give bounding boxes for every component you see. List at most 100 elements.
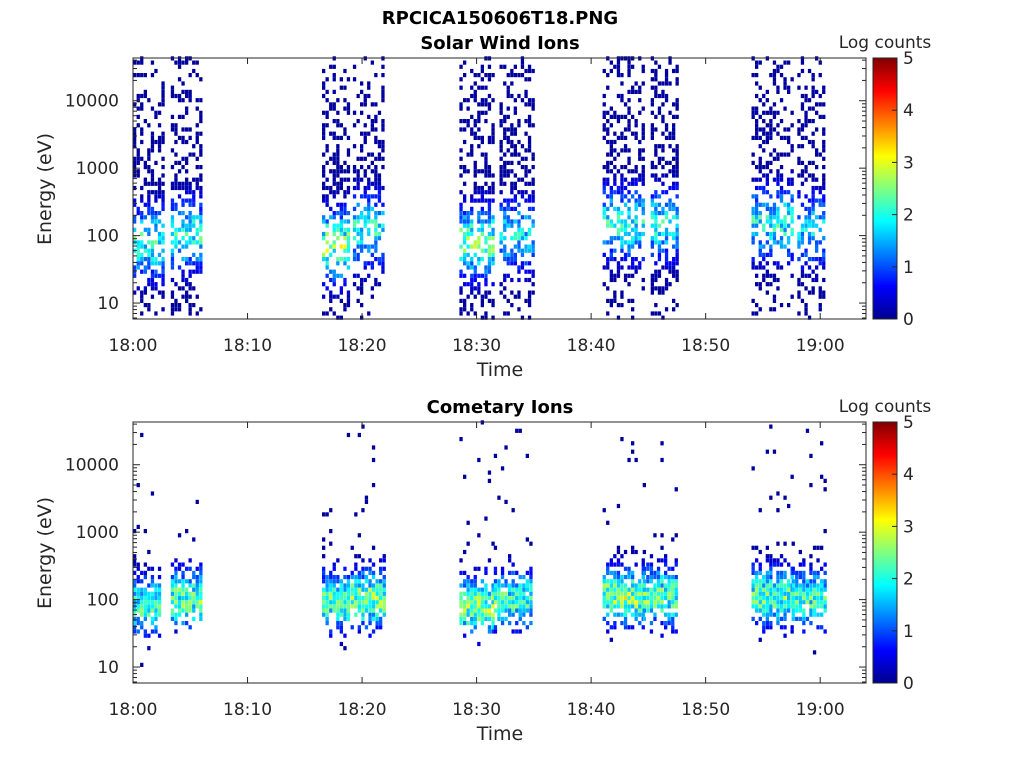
- heatmap-cell: [661, 148, 665, 153]
- heatmap-cell: [336, 181, 340, 186]
- heatmap-cell: [620, 198, 624, 203]
- heatmap-cell: [371, 604, 376, 609]
- heatmap-cell: [769, 612, 773, 617]
- panel-title: Solar Wind Ions: [420, 33, 579, 54]
- heatmap-cell: [150, 629, 155, 634]
- heatmap-cell: [762, 102, 766, 107]
- heatmap-cell: [654, 227, 658, 232]
- heatmap-cell: [136, 93, 140, 99]
- heatmap-cell: [177, 185, 182, 191]
- heatmap-cell: [491, 625, 495, 630]
- heatmap-cell: [816, 575, 820, 580]
- heatmap-cell: [650, 240, 654, 245]
- heatmap-cell: [339, 591, 343, 596]
- heatmap-cell: [772, 227, 777, 232]
- heatmap-cell: [811, 286, 815, 291]
- heatmap-cell: [623, 595, 628, 601]
- heatmap-cell: [758, 591, 762, 596]
- heatmap-cell: [332, 156, 336, 161]
- heatmap-cell: [811, 139, 815, 145]
- heatmap-cell: [497, 600, 501, 605]
- heatmap-cell: [174, 570, 178, 575]
- heatmap-cell: [143, 290, 147, 295]
- heatmap-cell: [616, 114, 621, 119]
- heatmap-cell: [346, 148, 351, 153]
- heatmap-cell: [381, 98, 385, 103]
- heatmap-cell: [811, 202, 815, 207]
- heatmap-cell: [812, 600, 817, 605]
- heatmap-cell: [649, 587, 654, 592]
- heatmap-cell: [657, 194, 662, 199]
- heatmap-cell: [473, 583, 477, 588]
- heatmap-cell: [360, 110, 364, 115]
- heatmap-cell: [463, 198, 467, 203]
- heatmap-cell: [522, 604, 526, 609]
- heatmap-cell: [336, 119, 340, 124]
- heatmap-cell: [361, 604, 365, 609]
- heatmap-cell: [602, 579, 606, 584]
- heatmap-cell: [140, 290, 144, 295]
- heatmap-cell: [657, 156, 662, 161]
- heatmap-cell: [325, 144, 329, 149]
- heatmap-cell: [510, 68, 514, 74]
- heatmap-cell: [650, 211, 654, 216]
- heatmap-cell: [339, 223, 343, 228]
- heatmap-cell: [329, 633, 333, 638]
- heatmap-cell: [343, 646, 347, 651]
- heatmap-cell: [675, 248, 679, 253]
- heatmap-cell: [463, 303, 467, 308]
- heatmap-cell: [377, 152, 382, 157]
- heatmap-cell: [181, 587, 185, 592]
- heatmap-cell: [531, 244, 535, 249]
- heatmap-cell: [363, 215, 367, 220]
- heatmap-cell: [758, 604, 762, 609]
- heatmap-cell: [627, 60, 631, 65]
- heatmap-cell: [620, 612, 624, 617]
- heatmap-cell: [188, 558, 192, 563]
- heatmap-cell: [609, 600, 613, 605]
- heatmap-cell: [520, 231, 525, 237]
- heatmap-cell: [150, 139, 155, 145]
- heatmap-cell: [623, 148, 628, 153]
- heatmap-cell: [381, 269, 385, 274]
- heatmap-cell: [527, 294, 532, 299]
- heatmap-cell: [783, 600, 787, 605]
- heatmap-cell: [755, 273, 759, 278]
- heatmap-cell: [779, 616, 784, 621]
- heatmap-cell: [802, 575, 806, 580]
- heatmap-cell: [370, 102, 374, 107]
- heatmap-cell: [499, 290, 503, 295]
- heatmap-cell: [765, 273, 769, 278]
- heatmap-cell: [800, 252, 805, 257]
- heatmap-cell: [623, 600, 628, 605]
- heatmap-cell: [150, 135, 155, 140]
- heatmap-cell: [620, 587, 624, 592]
- heatmap-cell: [634, 240, 638, 245]
- heatmap-cell: [487, 169, 492, 174]
- heatmap-cell: [352, 110, 357, 115]
- heatmap-cell: [484, 516, 488, 521]
- heatmap-cell: [499, 119, 503, 124]
- heatmap-cell: [322, 231, 326, 237]
- heatmap-cell: [525, 579, 529, 584]
- heatmap-cell: [751, 106, 755, 111]
- heatmap-cell: [664, 625, 668, 630]
- heatmap-cell: [470, 223, 474, 228]
- heatmap-cell: [150, 591, 155, 596]
- heatmap-cell: [143, 215, 147, 220]
- heatmap-cell: [133, 625, 137, 630]
- heatmap-cell: [325, 248, 329, 253]
- heatmap-cell: [181, 211, 185, 216]
- heatmap-cell: [470, 198, 474, 203]
- heatmap-cell: [147, 604, 151, 609]
- heatmap-cell: [185, 223, 189, 228]
- heatmap-cell: [613, 173, 617, 178]
- heatmap-cell: [790, 252, 794, 257]
- heatmap-cell: [322, 512, 326, 517]
- heatmap-cell: [147, 152, 151, 157]
- heatmap-cell: [522, 595, 526, 601]
- heatmap-cell: [352, 123, 357, 128]
- heatmap-cell: [811, 219, 815, 224]
- heatmap-cell: [672, 181, 676, 186]
- heatmap-cell: [177, 114, 182, 119]
